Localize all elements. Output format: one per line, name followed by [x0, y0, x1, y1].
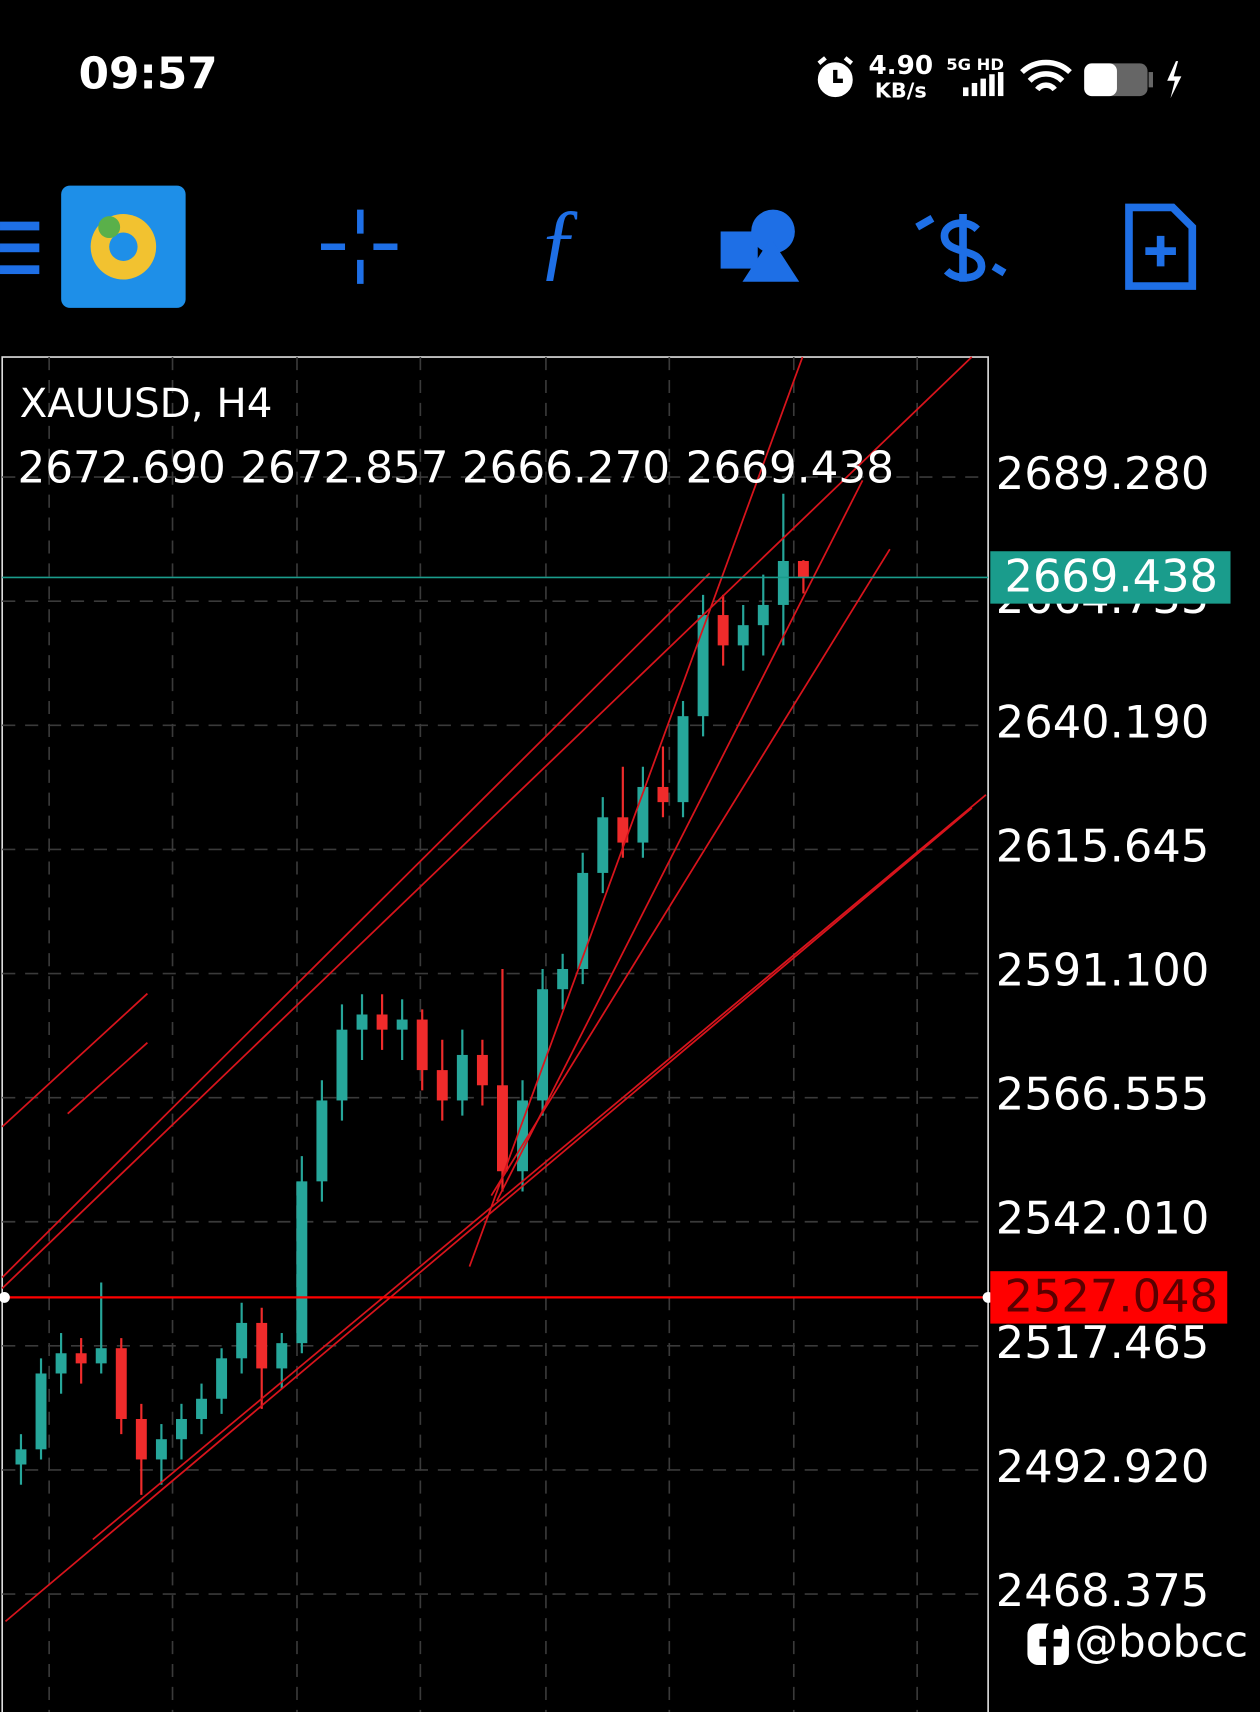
candle-body [537, 989, 549, 1101]
net-speed-unit: KB/s [875, 79, 927, 103]
net-speed: 4.90 [868, 51, 933, 81]
candle-body [497, 1085, 508, 1172]
candle-body [256, 1322, 268, 1369]
symbol-title: XAUUSD, H4 [20, 380, 273, 427]
candle-body [717, 615, 729, 646]
y-tick-label: 2689.280 [996, 447, 1210, 500]
y-tick-label: 2517.465 [996, 1316, 1210, 1369]
candle-body [55, 1353, 67, 1374]
candle-body [176, 1418, 187, 1440]
candle-body [115, 1348, 127, 1419]
crosshair-button[interactable] [321, 209, 398, 284]
candle-body [336, 1029, 348, 1101]
watermark: @bobcc [1074, 1616, 1248, 1667]
chart-frame [1, 356, 989, 1712]
app-logo[interactable] [61, 185, 186, 308]
candle-body [657, 786, 669, 803]
candle-body [476, 1054, 488, 1086]
candle-body [737, 625, 749, 646]
y-tick-label: 2542.010 [996, 1192, 1210, 1245]
candle-body [396, 1019, 408, 1030]
candle-body [777, 560, 789, 605]
y-tick-label: 2640.190 [996, 695, 1210, 748]
candle-body [35, 1373, 47, 1450]
y-tick-label: 2615.645 [996, 819, 1210, 872]
candle-body [356, 1014, 368, 1030]
current-price-label: 2669.438 [1005, 550, 1219, 603]
candle-body [155, 1439, 167, 1460]
y-tick-label: 2492.920 [996, 1440, 1210, 1493]
candle-body [416, 1019, 428, 1071]
candle-body [276, 1343, 288, 1369]
candle-body [15, 1449, 27, 1465]
grid [2, 357, 989, 1712]
candle-body [196, 1398, 207, 1419]
level-box [990, 1271, 1228, 1324]
ohlc-close: 2669.438 [686, 443, 894, 494]
trend-lines [1, 356, 987, 1623]
current-price-box [990, 551, 1231, 604]
candle-body [296, 1181, 308, 1344]
alarm-icon [817, 56, 854, 98]
candle-body [456, 1054, 468, 1101]
candle-body [677, 716, 689, 803]
new-order-button[interactable] [1125, 203, 1197, 290]
candle-body [436, 1070, 448, 1101]
candle-body [216, 1358, 228, 1399]
battery-icon [1084, 61, 1182, 99]
candle-body [75, 1353, 87, 1364]
ohlc-low: 2666.270 [462, 443, 670, 494]
candle-body [95, 1348, 107, 1364]
candle-body [757, 604, 769, 626]
candles [15, 493, 809, 1495]
y-tick-label: 2566.555 [996, 1068, 1210, 1121]
objects-button[interactable] [720, 209, 800, 282]
candle-body [316, 1100, 328, 1182]
level-label: 2527.048 [1005, 1270, 1219, 1323]
candle-body [376, 1014, 388, 1030]
candle-body [517, 1100, 528, 1172]
y-tick-label: 2468.375 [996, 1564, 1210, 1617]
network-type: 5G [946, 55, 971, 74]
signal-icon [963, 72, 1004, 97]
candle-body [577, 872, 589, 969]
candle-body [697, 615, 709, 717]
clock: 09:57 [79, 48, 218, 99]
network-hd: HD [977, 55, 1004, 74]
candle-body [637, 786, 649, 843]
candle-body [797, 560, 809, 578]
level-handle [0, 1291, 10, 1303]
candle-body [236, 1322, 248, 1359]
ohlc-high: 2672.857 [240, 443, 448, 494]
wifi-icon [1020, 59, 1072, 92]
candle-body [617, 817, 629, 843]
candle-body [135, 1418, 147, 1460]
trade-button[interactable] [915, 214, 1007, 282]
watermark-icon [1027, 1621, 1069, 1671]
y-tick-label: 2591.100 [996, 944, 1210, 997]
ohlc-open: 2672.690 [17, 443, 225, 494]
overlay [0, 576, 994, 1303]
candle-body [557, 968, 569, 990]
candle-body [597, 817, 609, 873]
menu-button[interactable] [0, 221, 40, 275]
indicators-button[interactable]: ƒ [537, 191, 581, 288]
